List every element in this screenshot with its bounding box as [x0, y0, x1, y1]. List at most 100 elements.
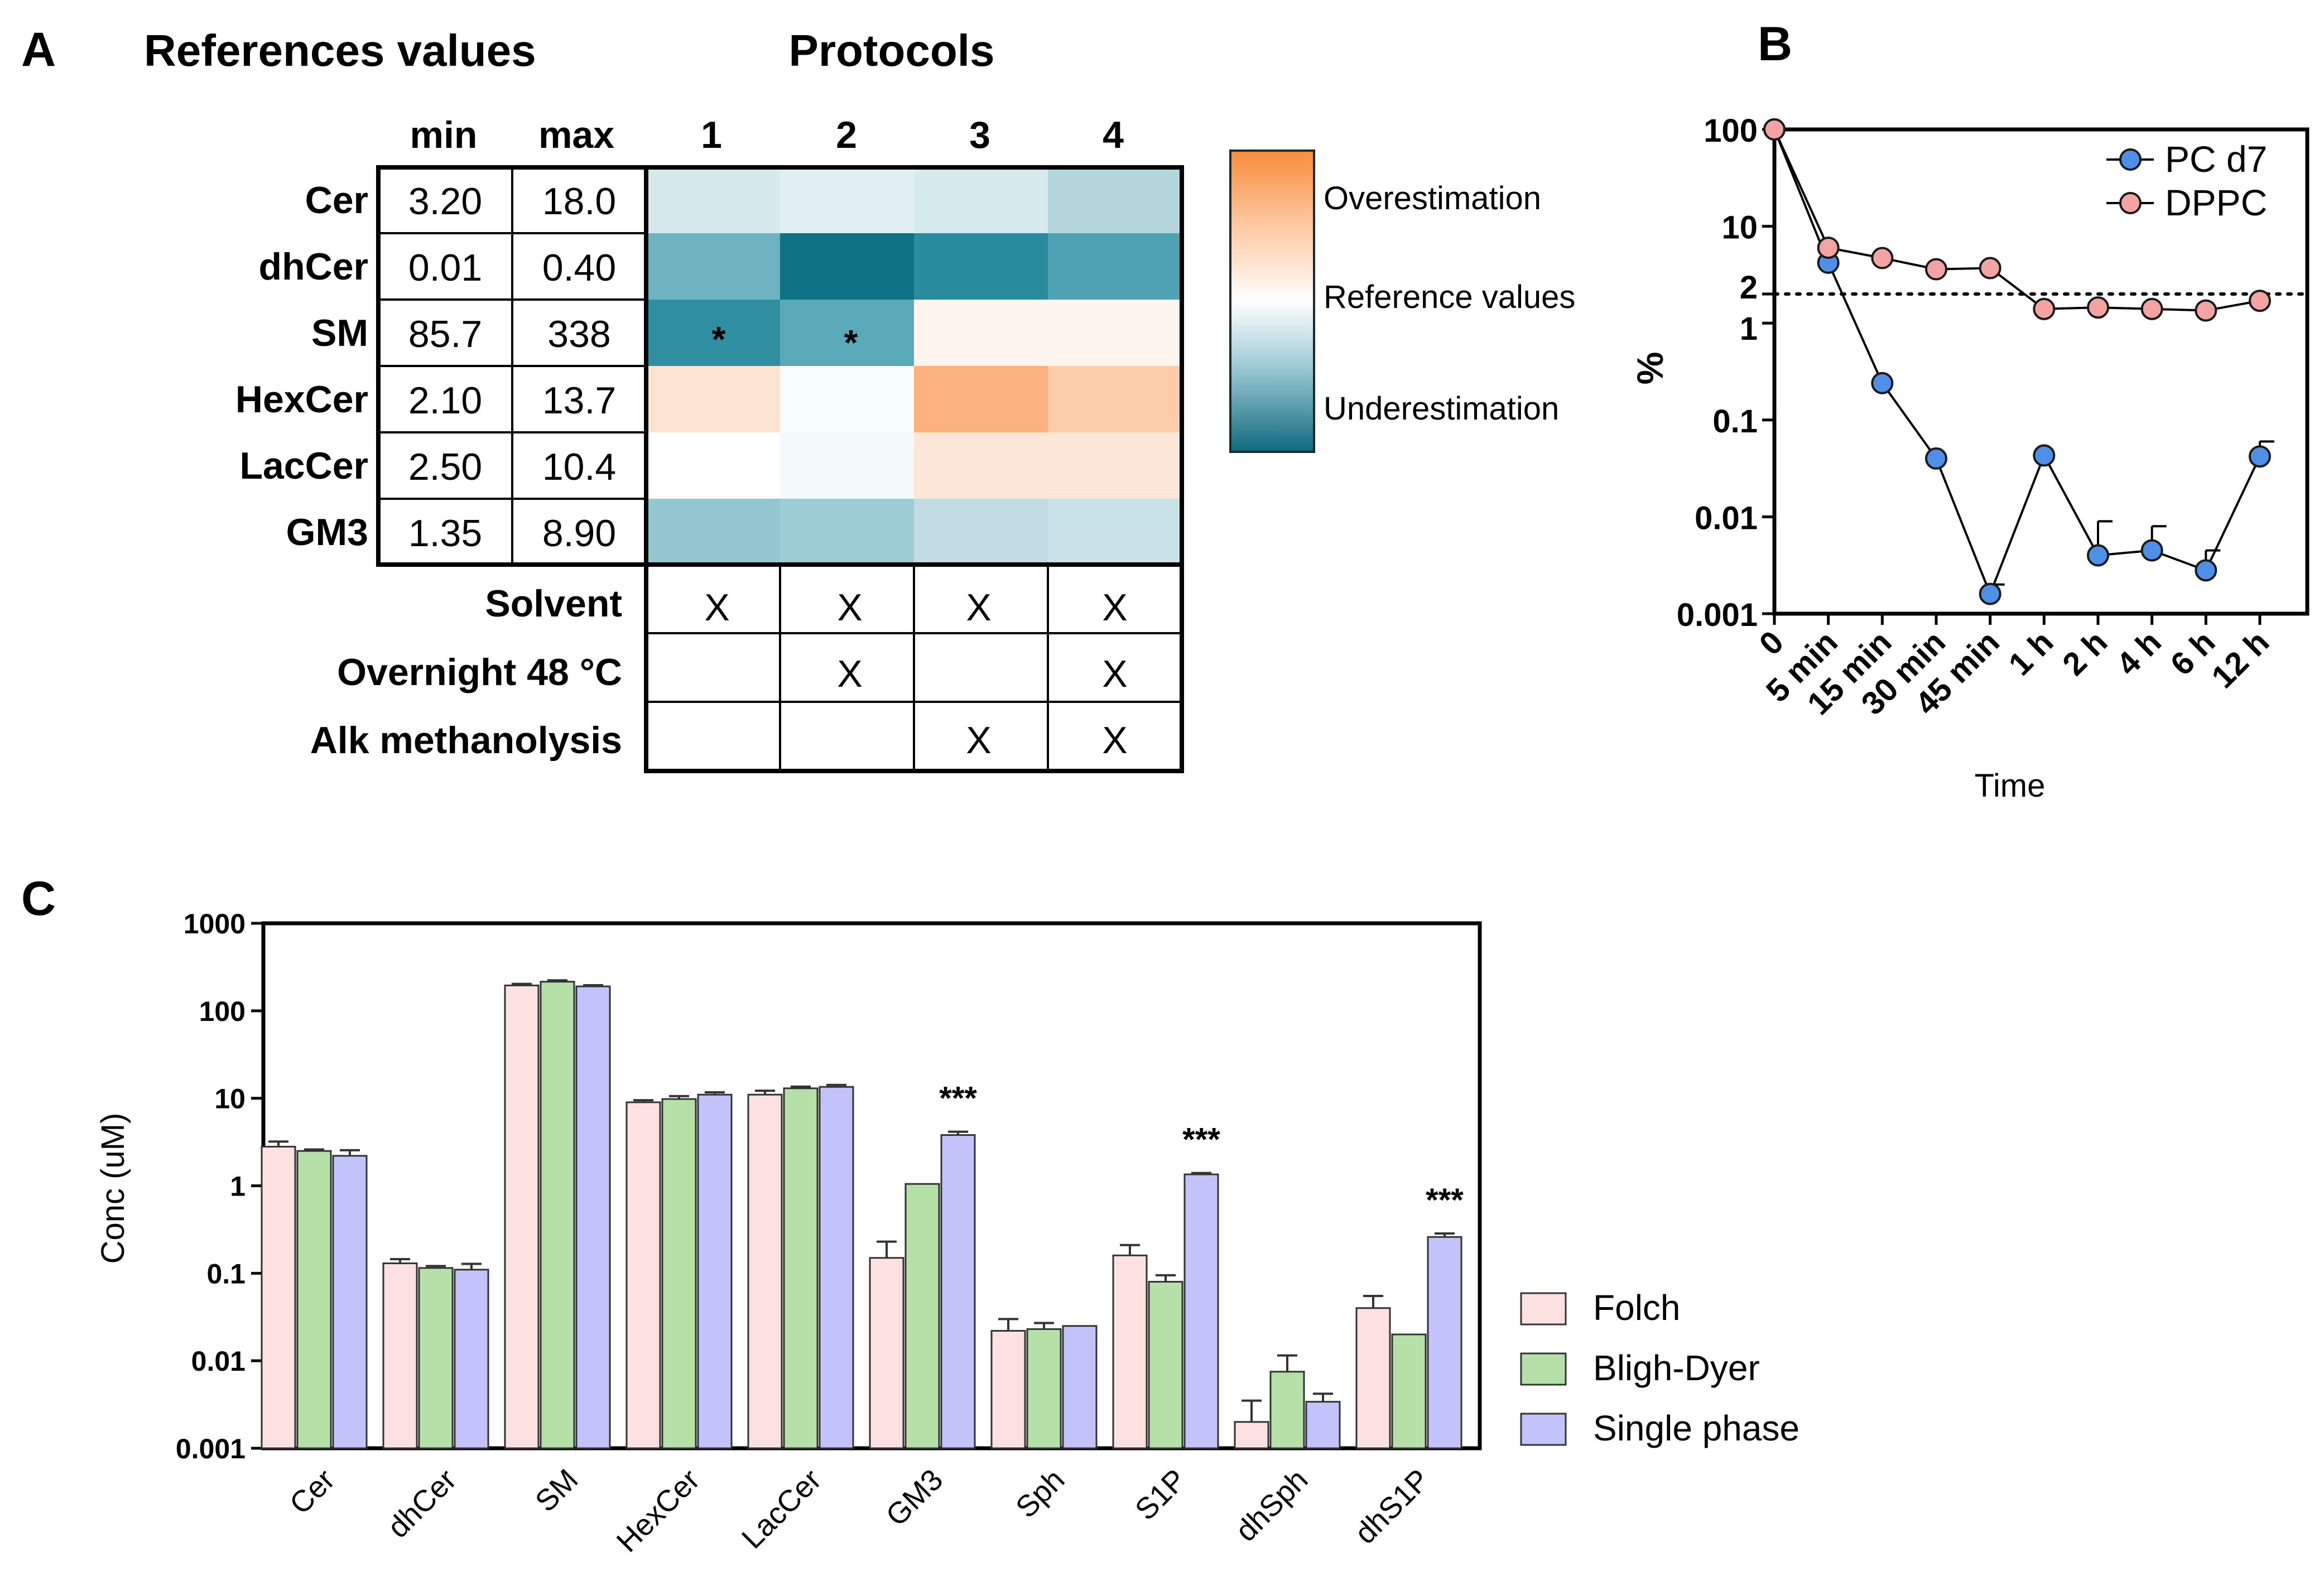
condition-mark-r1-c1: X	[837, 653, 862, 695]
heat-cell-r1-c0	[646, 233, 780, 300]
heat-cell-r1-c2	[914, 233, 1048, 300]
series-line-dppc	[1773, 129, 2260, 312]
colorbar-label-under: Underestimation	[1324, 391, 1559, 427]
heat-cell-r3-c0	[646, 366, 780, 432]
bar-bligh-dyer	[904, 1183, 940, 1449]
heat-cell-r0-c3	[1048, 167, 1182, 233]
max-value-dhcer: 0.40	[542, 247, 616, 289]
row-label-laccer: LacCer	[239, 445, 368, 487]
bar-folch	[504, 984, 540, 1449]
data-point-dppc	[1979, 257, 2001, 279]
y-tick-label-c: 0.01	[191, 1346, 246, 1377]
panel-label-c: C	[21, 872, 56, 926]
bar-bligh-dyer	[1026, 1328, 1062, 1449]
heat-cell-r4-c2	[914, 432, 1048, 499]
heat-cell-r0-c2	[914, 167, 1048, 233]
min-value-dhcer: 0.01	[408, 247, 482, 289]
legend-label-single-phase: Single phase	[1593, 1408, 1799, 1448]
panel-a: References values Protocols min max 1 2 …	[144, 26, 1575, 773]
x-tick-label-c: Sph	[1009, 1463, 1071, 1524]
colorbar	[1229, 150, 1315, 453]
x-tick-label-c: LacCer	[735, 1463, 828, 1555]
heatmap	[646, 167, 1182, 565]
x-tick-label-b: 2 h	[2056, 624, 2114, 682]
legend-swatch-folch	[1520, 1292, 1567, 1326]
data-point-pc-d7	[2033, 444, 2056, 467]
max-value-hexcer: 13.7	[542, 379, 616, 422]
x-tick-label-b: 1 h	[2001, 624, 2060, 682]
series-line-pc-d7	[1773, 129, 2261, 597]
x-tick-label-c: HexCer	[610, 1463, 706, 1559]
bar-bligh-dyer	[1391, 1333, 1427, 1449]
max-value-cer: 18.0	[542, 180, 616, 223]
min-header: min	[410, 114, 478, 156]
data-point-pc-d7	[1979, 582, 2001, 605]
y-tick-label-b: 100	[1704, 113, 1758, 149]
legend-label-pc-d7: PC d7	[2165, 138, 2267, 180]
x-tick-label-c: GM3	[879, 1463, 949, 1533]
heat-cell-r5-c3	[1048, 499, 1182, 565]
y-tick-label-b: 0.1	[1712, 403, 1758, 440]
panel-c-bar-chart: 1000 100 10 1 0.1 0.01 0.001 Conc (uM) Cer dhCer S…	[95, 908, 1799, 1559]
heat-cell-r1-c3	[1048, 233, 1182, 300]
x-tick-label-c: dhSph	[1229, 1463, 1315, 1548]
plot-frame-b	[1772, 127, 2309, 616]
y-tick-label-c: 0.1	[206, 1258, 246, 1289]
data-point-dppc	[2140, 297, 2163, 320]
y-tick-label-c: 0.001	[176, 1433, 246, 1464]
colorbar-label-over: Overestimation	[1324, 180, 1541, 216]
heat-cell-r5-c1	[780, 499, 914, 565]
bar-folch	[1355, 1307, 1391, 1449]
data-point-dppc	[1871, 247, 1894, 269]
heat-cell-r3-c1	[780, 366, 914, 432]
max-value-sm: 338	[547, 313, 610, 355]
bar-folch	[869, 1257, 904, 1449]
condition-mark-r2-c3: X	[1102, 719, 1127, 762]
data-point-dppc	[1817, 237, 1840, 259]
bar-single-phase	[1062, 1325, 1098, 1449]
y-tick-label-c: 10	[214, 1083, 246, 1115]
bar-bligh-dyer	[418, 1267, 454, 1449]
row-label-dhcer: dhCer	[259, 245, 368, 288]
protocol-header-3: 3	[969, 114, 990, 156]
min-value-hexcer: 2.10	[408, 379, 482, 422]
bar-folch	[747, 1093, 783, 1449]
row-label-sm: SM	[311, 312, 368, 354]
bar-folch	[990, 1329, 1026, 1449]
heat-cell-r2-c1	[780, 300, 914, 366]
heat-cell-r4-c3	[1048, 432, 1182, 499]
heat-cell-r0-c0	[646, 167, 780, 233]
legend-label-dppc: DPPC	[2165, 182, 2267, 223]
bar-bligh-dyer	[661, 1098, 697, 1449]
data-point-pc-d7	[1925, 447, 1947, 470]
y-axis-label-c: Conc (uM)	[95, 1113, 131, 1264]
row-label-hexcer: HexCer	[235, 378, 368, 421]
y-tick-label-c: 1000	[184, 908, 246, 939]
heat-significance-sm-1: *	[712, 319, 726, 359]
bar-single-phase	[575, 985, 611, 1449]
bar-folch	[261, 1145, 296, 1449]
heat-cell-r0-c1	[780, 167, 914, 233]
panel-label-b: B	[1758, 17, 1792, 71]
legend-marker-dppc	[2119, 192, 2142, 214]
protocol-header-2: 2	[836, 114, 857, 156]
legend-swatch-bligh-dyer	[1520, 1352, 1567, 1386]
heat-cell-r4-c1	[780, 432, 914, 499]
heat-significance-sm-2: *	[844, 322, 858, 363]
min-value-laccer: 2.50	[408, 446, 482, 488]
significance-marker-c: ***	[1426, 1182, 1464, 1218]
significance-marker-c: ***	[939, 1081, 977, 1117]
panel-label-a: A	[21, 23, 56, 76]
y-axis-label-b: %	[1629, 352, 1671, 385]
y-tick-label-b: 10	[1721, 210, 1758, 246]
bar-single-phase	[332, 1155, 368, 1449]
condition-label-overnight: Overnight 48 °C	[337, 651, 622, 693]
bar-single-phase	[1305, 1401, 1341, 1449]
heat-cell-r3-c2	[914, 366, 1048, 432]
heat-cell-r4-c0	[646, 432, 780, 499]
condition-table-grid	[644, 562, 1184, 773]
heat-cell-r2-c2	[914, 300, 1048, 366]
data-point-pc-d7	[2195, 559, 2217, 582]
data-point-pc-d7	[2087, 544, 2109, 567]
